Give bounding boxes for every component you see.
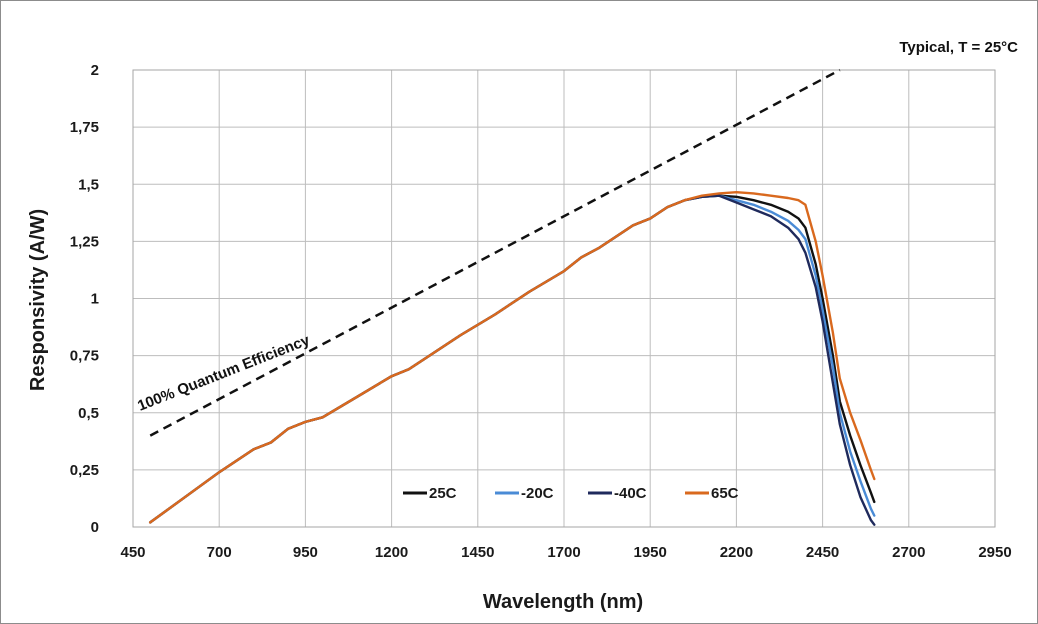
y-tick-label: 1,5 — [78, 176, 99, 193]
x-tick-label: 450 — [120, 544, 145, 561]
x-tick-label: 700 — [207, 544, 232, 561]
y-tick-labels: 0 0,25 0,5 0,75 1 1,25 1,5 1,75 2 — [70, 62, 99, 536]
typical-annotation: Typical, T = 25°C — [899, 39, 1018, 56]
x-axis-label: Wavelength (nm) — [483, 591, 643, 613]
y-tick-label: 1,75 — [70, 119, 99, 136]
x-tick-label: 950 — [293, 544, 318, 561]
y-axis-label: Responsivity (A/W) — [27, 209, 49, 391]
y-tick-label: 1,25 — [70, 233, 99, 250]
x-tick-label: 1450 — [461, 544, 494, 561]
quantum-efficiency-annotation: 100% Quantum Efficiency — [135, 331, 312, 414]
legend-label: 65C — [711, 485, 739, 502]
y-tick-label: 0,25 — [70, 462, 99, 479]
x-tick-label: 1950 — [634, 544, 667, 561]
legend-label: -20C — [521, 485, 554, 502]
quantum-efficiency-line — [149, 68, 841, 437]
reference-line-layer — [149, 68, 841, 437]
x-tick-label: 1200 — [375, 544, 408, 561]
plot-area-border — [132, 69, 996, 528]
x-tick-labels: 450 700 950 1200 1450 1700 1950 2200 2450 2700 295… — [120, 544, 1011, 561]
x-tick-label: 2950 — [978, 544, 1011, 561]
x-tick-label: 2200 — [720, 544, 753, 561]
legend-label: -40C — [614, 485, 647, 502]
legend-label: 25C — [429, 485, 457, 502]
legend: 25C -20C -40C 65C — [403, 485, 739, 502]
x-tick-label: 2450 — [806, 544, 839, 561]
x-tick-label: 1700 — [547, 544, 580, 561]
y-tick-label: 1 — [91, 291, 99, 308]
y-tick-label: 0,75 — [70, 348, 99, 365]
grid — [132, 69, 996, 528]
y-tick-label: 0,5 — [78, 405, 99, 422]
y-tick-label: 2 — [91, 62, 99, 79]
y-tick-label: 0 — [91, 519, 99, 536]
x-tick-label: 2700 — [892, 544, 925, 561]
series-line-65c — [148, 190, 876, 524]
series-layer — [148, 190, 876, 526]
